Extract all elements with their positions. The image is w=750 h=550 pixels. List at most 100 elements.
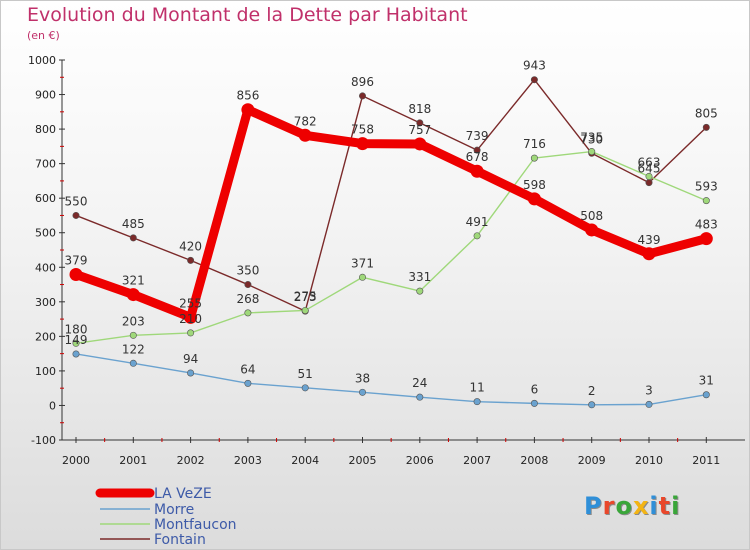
data-point [244,379,252,387]
x-tick-label: 2001 [119,454,147,467]
y-tick-label: 400 [35,261,56,274]
data-label: 38 [355,371,370,385]
y-tick-label: 500 [35,227,56,240]
data-point [702,197,710,205]
y-tick-label: 1000 [28,54,56,67]
data-point [356,137,369,151]
data-label: 255 [179,296,202,310]
chart-title: Evolution du Montant de la Dette par Hab… [27,4,468,26]
data-point [126,288,140,302]
data-point [530,154,538,162]
data-point [241,103,255,117]
data-point [129,359,137,367]
y-tick-label: 800 [35,123,56,136]
data-point [301,306,309,314]
data-point [358,92,366,100]
data-point [530,399,538,407]
data-label: 550 [65,194,88,208]
data-label: 645 [638,162,661,176]
data-point [244,281,252,289]
data-point [473,232,481,240]
data-label: 180 [65,322,88,336]
x-tick-label: 2010 [635,454,663,467]
data-point [72,339,80,347]
data-label: 663 [638,155,661,169]
data-point [642,247,656,261]
data-point [72,350,80,358]
data-label: 94 [183,352,198,366]
x-tick-label: 2005 [349,454,377,467]
legend-label: LA VeZE [154,486,212,502]
data-label: 757 [408,123,431,137]
data-point [416,119,424,127]
x-tick-label: 2003 [234,454,262,467]
data-label: 508 [580,209,603,223]
data-label: 379 [65,254,88,268]
data-point [187,256,195,264]
data-label: 593 [695,180,718,194]
data-label: 122 [122,342,145,356]
logo-letter: o [615,492,633,520]
data-label: 371 [351,256,374,270]
data-label: 782 [294,114,317,128]
data-label: 818 [408,102,431,116]
data-point [69,268,83,282]
series-line-morre [75,353,707,406]
series-line-fontain [75,78,707,312]
data-label: 943 [523,59,546,73]
data-label: 210 [179,312,202,326]
series-line-montfaucon [75,150,707,344]
data-point [588,148,596,156]
data-label: 2 [588,384,596,398]
x-tick-label: 2008 [520,454,548,467]
data-label: 331 [408,270,431,284]
data-label: 51 [298,367,313,381]
data-label: 64 [240,362,255,376]
proxiti-logo: Proxiti [584,492,680,520]
data-point [702,391,710,399]
data-label: 739 [466,129,489,143]
data-label: 483 [695,218,718,232]
data-point [416,393,424,401]
data-point [588,401,596,409]
x-tick-label: 2004 [291,454,319,467]
data-point [301,384,309,392]
data-point [413,137,427,151]
x-tick-label: 2000 [62,454,90,467]
data-point [699,232,713,246]
y-tick-label: 200 [35,330,56,343]
data-label: 896 [351,75,374,89]
legend-label: Morre [154,502,194,518]
data-point [645,179,653,187]
logo-letter: r [602,492,616,520]
data-point [129,331,137,339]
y-tick-label: 700 [35,158,56,171]
data-point [72,211,80,219]
data-point [585,223,599,237]
x-tick-label: 2009 [578,454,606,467]
data-label: 6 [531,382,539,396]
logo-letter: t [658,492,672,520]
data-point [473,398,481,406]
data-label: 491 [466,215,489,229]
data-point [184,310,198,324]
data-label: 11 [469,381,484,395]
data-point [470,164,484,178]
data-label: 275 [294,289,317,303]
logo-letter: i [649,492,659,520]
data-label: 716 [523,137,546,151]
data-label: 735 [580,131,603,145]
data-point [645,172,653,180]
data-label: 3 [645,383,653,397]
data-label: 439 [638,233,661,247]
logo-letter: x [632,492,650,520]
data-point [187,329,195,337]
data-label: 31 [699,374,714,388]
data-label: 273 [294,290,317,304]
y-tick-label: 100 [35,365,56,378]
data-point [527,192,541,206]
y-tick-label: 900 [35,89,56,102]
data-point [416,287,424,295]
